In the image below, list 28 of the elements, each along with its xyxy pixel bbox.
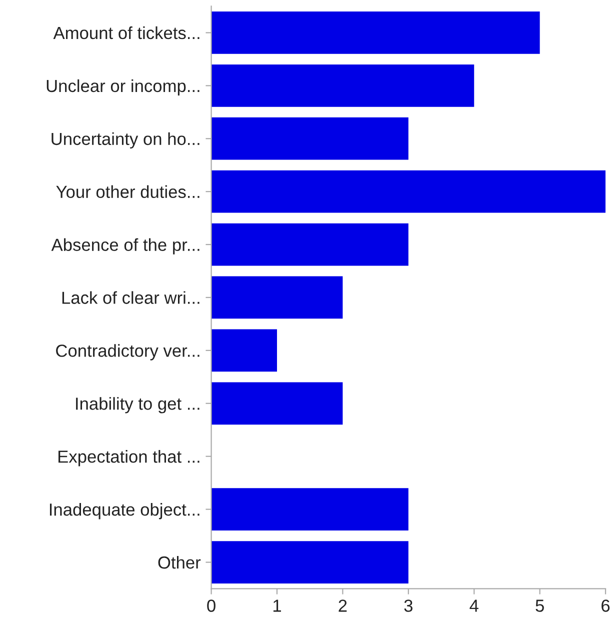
x-tick-label: 3 — [404, 600, 412, 612]
bar — [211, 117, 408, 160]
bar — [211, 382, 343, 425]
bar — [211, 170, 606, 213]
bar — [211, 488, 408, 530]
x-tick-label: 5 — [536, 600, 544, 612]
bar — [211, 276, 343, 319]
y-tick-label: Uncertainty on ho... — [52, 132, 200, 149]
bar — [211, 329, 277, 372]
y-tick-label: Inability to get ... — [76, 397, 200, 414]
bar — [211, 64, 474, 107]
y-tick-label: Contradictory ver... — [56, 344, 200, 360]
y-tick-label: Your other duties... — [56, 185, 200, 198]
x-tick-label: 2 — [338, 600, 347, 612]
y-tick-label: Lack of clear wri... — [62, 291, 200, 304]
y-tick-label: Expectation that ... — [58, 450, 200, 466]
x-tick-label: 4 — [470, 600, 478, 612]
bar — [211, 541, 408, 584]
x-tick-label: 0 — [207, 600, 216, 612]
bar — [211, 223, 408, 266]
x-tick-label: 6 — [602, 600, 610, 612]
x-tick-label: 1 — [273, 600, 281, 612]
bar — [211, 12, 540, 54]
y-tick-label: Amount of tickets... — [53, 26, 200, 40]
y-tick-label: Absence of the pr... — [51, 238, 200, 254]
y-tick-label: Other — [158, 556, 201, 569]
y-tick-label: Inadequate object... — [50, 503, 200, 520]
y-tick-label: Unclear or incomp... — [46, 79, 200, 96]
